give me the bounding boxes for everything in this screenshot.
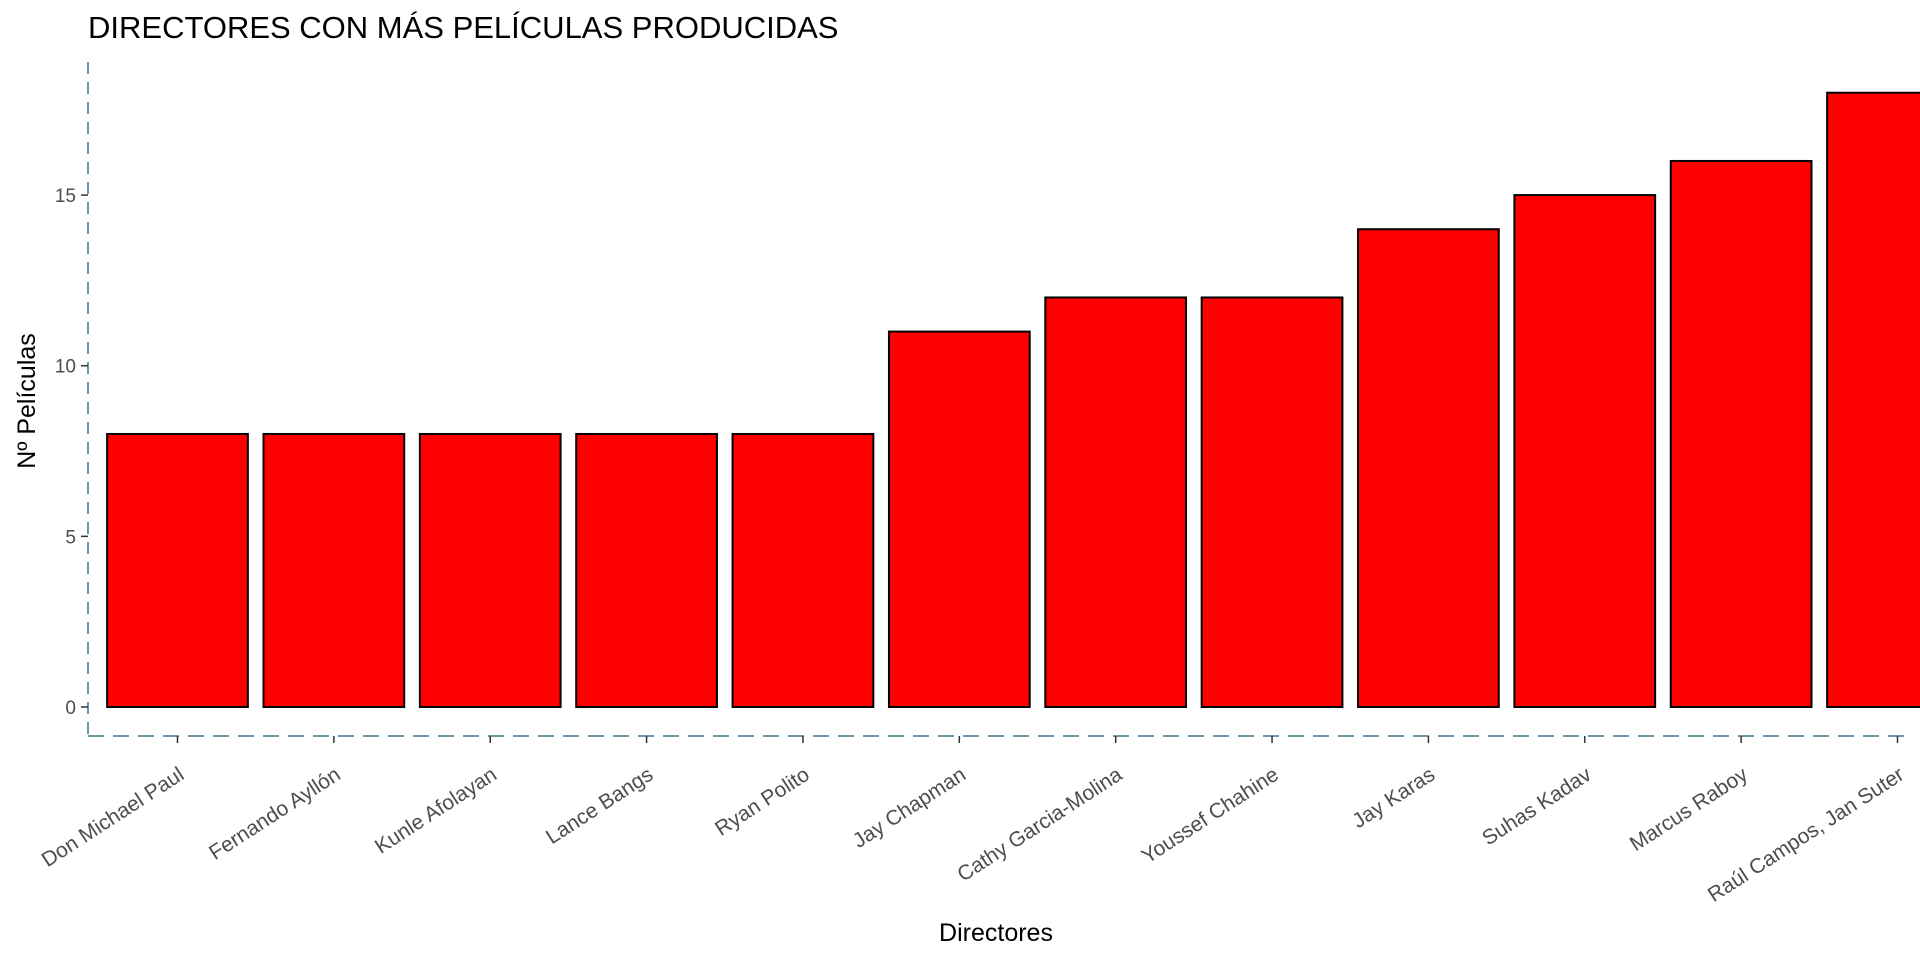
- bar: [262, 432, 406, 708]
- bar: [1513, 194, 1657, 708]
- y-tick-label: 10: [55, 357, 76, 378]
- bar: [1669, 159, 1813, 708]
- x-tick-label: Suhas Kadav: [1478, 763, 1596, 851]
- x-tick-label: Fernando Ayllón: [205, 763, 344, 865]
- y-tick-label: 5: [65, 527, 76, 548]
- x-tick-label: Cathy Garcia-Molina: [953, 763, 1126, 887]
- x-tick-label: Don Michael Paul: [38, 763, 189, 872]
- x-tick-label: Marcus Raboy: [1626, 763, 1752, 856]
- bar: [887, 330, 1031, 708]
- x-tick-label: Jay Chapman: [849, 763, 970, 853]
- y-axis-title: Nº Películas: [13, 333, 41, 469]
- x-tick-label: Lance Bangs: [542, 763, 657, 849]
- x-axis-ticks: Don Michael Paul Fernando Ayllón Kunle Afo…: [38, 736, 1908, 907]
- bar: [1357, 228, 1500, 708]
- bar: [106, 432, 249, 708]
- y-tick-label: 15: [55, 186, 76, 207]
- bar: [1044, 296, 1188, 708]
- x-axis-title: Directores: [939, 919, 1053, 947]
- chart-title: DIRECTORES CON MÁS PELÍCULAS PRODUCIDAS: [88, 10, 839, 45]
- bars-group: [106, 91, 1920, 708]
- bar: [418, 432, 562, 708]
- bar: [731, 432, 875, 708]
- x-tick-label: Kunle Afolayan: [371, 763, 501, 859]
- bar: [1200, 296, 1344, 708]
- y-tick-label: 0: [65, 698, 76, 719]
- bar: [1826, 91, 1920, 708]
- x-tick-label: Ryan Polito: [711, 763, 814, 841]
- y-axis-ticks: 0 5 10 15: [55, 186, 88, 719]
- bar: [575, 432, 718, 708]
- x-tick-label: Jay Karas: [1348, 763, 1439, 833]
- x-tick-label: Youssef Chahine: [1138, 763, 1283, 868]
